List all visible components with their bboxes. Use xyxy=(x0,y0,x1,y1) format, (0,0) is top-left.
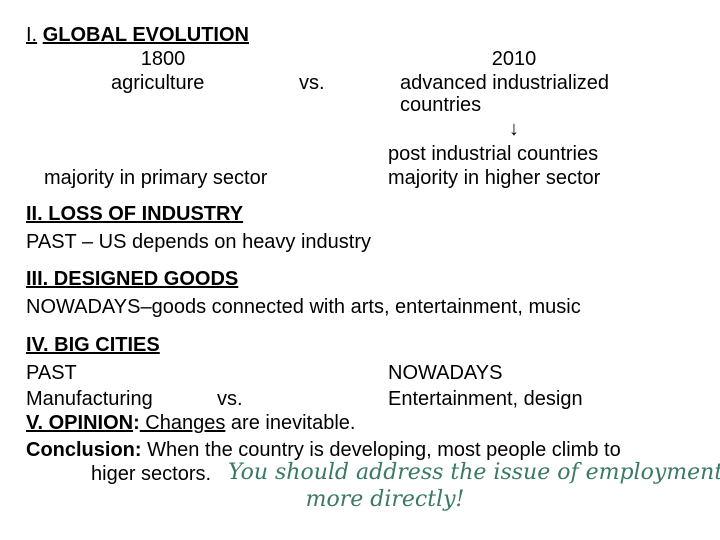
section-3-heading: III. DESIGNED GOODS xyxy=(26,268,239,290)
right-line-3: post industrial countries xyxy=(388,143,599,165)
left-label: agriculture xyxy=(111,72,205,94)
down-arrow-icon: ↓ xyxy=(509,118,519,140)
opinion-rest: are inevitable. xyxy=(225,412,356,434)
section-1-heading: I. GLOBAL EVOLUTION xyxy=(26,24,249,46)
right-bottom: majority in higher sector xyxy=(388,167,601,189)
vs-label-1: vs. xyxy=(299,72,325,94)
nowadays-label: NOWADAYS xyxy=(388,362,503,384)
section-2-heading: II. LOSS OF INDUSTRY xyxy=(26,203,244,225)
teacher-note-line-1: You should address the issue of employme… xyxy=(228,460,720,485)
past-label: PAST xyxy=(26,362,77,384)
left-year: 1800 xyxy=(140,48,186,70)
conclusion-label: Conclusion: xyxy=(26,439,142,461)
opinion-label: V. OPINION xyxy=(26,412,134,434)
section-1-title: GLOBAL EVOLUTION xyxy=(42,24,249,46)
manufacturing-label: Manufacturing xyxy=(26,388,153,410)
section-3-text: NOWADAYS–goods connected with arts, ente… xyxy=(26,296,581,318)
section-4-heading: IV. BIG CITIES xyxy=(26,334,160,356)
teacher-note-line-2: more directly! xyxy=(305,487,465,512)
right-year: 2010 xyxy=(491,48,537,70)
right-line-1: advanced industrialized xyxy=(400,72,610,94)
opinion-line: V. OPINION: Changes are inevitable. xyxy=(26,412,355,434)
opinion-colon: : xyxy=(133,412,140,434)
vs-label-2: vs. xyxy=(217,388,243,410)
conclusion-line-1: Conclusion: When the country is developi… xyxy=(26,439,621,461)
entertainment-label: Entertainment, design xyxy=(388,388,583,410)
right-line-2: countries xyxy=(400,94,482,116)
conclusion-text-1: When the country is developing, most peo… xyxy=(141,439,621,461)
section-1-number: I. xyxy=(26,24,38,46)
conclusion-line-2: higer sectors. xyxy=(91,463,212,485)
left-bottom: majority in primary sector xyxy=(44,167,268,189)
opinion-underlined: Changes xyxy=(139,412,226,434)
section-2-text: PAST – US depends on heavy industry xyxy=(26,231,372,253)
